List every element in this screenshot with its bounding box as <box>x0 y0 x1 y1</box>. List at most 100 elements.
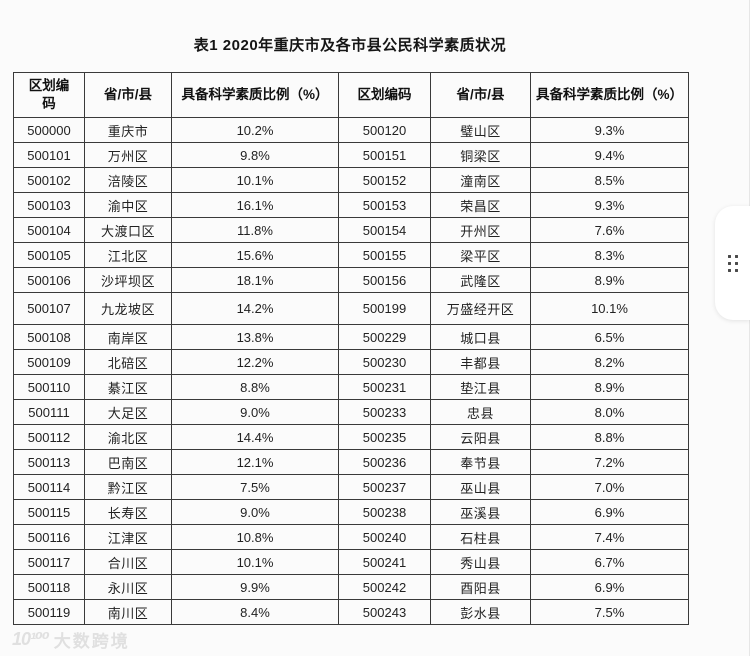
percentage-cell: 8.9% <box>530 267 689 293</box>
division-code-cell: 500229 <box>338 324 431 350</box>
percentage-cell: 8.5% <box>530 167 689 193</box>
region-name-cell: 永川区 <box>84 574 172 600</box>
watermark-logo-icon: 10¹⁰⁰ <box>12 629 50 649</box>
region-name-cell: 铜梁区 <box>430 142 531 168</box>
table-row: 500000 重庆市 10.2% 500120 璧山区 9.3% <box>13 117 689 143</box>
col-header-division-code-left: 区划编 码 <box>13 72 85 118</box>
percentage-cell: 9.3% <box>530 192 689 218</box>
percentage-cell: 7.5% <box>171 474 339 500</box>
table-row: 500113 巴南区 12.1% 500236 奉节县 7.2% <box>13 449 689 475</box>
region-name-cell: 垫江县 <box>430 374 531 400</box>
division-code-cell: 500152 <box>338 167 431 193</box>
percentage-cell: 8.9% <box>530 374 689 400</box>
region-name-cell: 万盛经开区 <box>430 292 531 325</box>
region-name-cell: 武隆区 <box>430 267 531 293</box>
percentage-cell: 7.4% <box>530 524 689 550</box>
division-code-cell: 500102 <box>13 167 85 193</box>
division-code-cell: 500119 <box>13 599 85 625</box>
region-name-cell: 忠县 <box>430 399 531 425</box>
division-code-cell: 500243 <box>338 599 431 625</box>
table-row: 500106 沙坪坝区 18.1% 500156 武隆区 8.9% <box>13 267 689 293</box>
region-name-cell: 开州区 <box>430 217 531 243</box>
division-code-cell: 500103 <box>13 192 85 218</box>
division-code-cell: 500155 <box>338 242 431 268</box>
header-row: 区划编 码 省/市/县 具备科学素质比例（%） 区划编码 省/市/县 具备科学素… <box>13 72 689 118</box>
region-name-cell: 万州区 <box>84 142 172 168</box>
division-code-cell: 500108 <box>13 324 85 350</box>
region-name-cell: 荣昌区 <box>430 192 531 218</box>
region-name-cell: 九龙坡区 <box>84 292 172 325</box>
percentage-cell: 6.9% <box>530 574 689 600</box>
watermark: 10¹⁰⁰ 大数跨境 <box>12 627 130 652</box>
table-row: 500109 北碚区 12.2% 500230 丰都县 8.2% <box>13 349 689 375</box>
division-code-cell: 500111 <box>13 399 85 425</box>
region-name-cell: 大足区 <box>84 399 172 425</box>
division-code-cell: 500241 <box>338 549 431 575</box>
division-code-cell: 500235 <box>338 424 431 450</box>
table-row: 500117 合川区 10.1% 500241 秀山县 6.7% <box>13 549 689 575</box>
region-name-cell: 黔江区 <box>84 474 172 500</box>
region-name-cell: 丰都县 <box>430 349 531 375</box>
percentage-cell: 7.0% <box>530 474 689 500</box>
percentage-cell: 8.0% <box>530 399 689 425</box>
division-code-cell: 500112 <box>13 424 85 450</box>
percentage-cell: 6.5% <box>530 324 689 350</box>
division-code-cell: 500240 <box>338 524 431 550</box>
percentage-cell: 13.8% <box>171 324 339 350</box>
percentage-cell: 9.0% <box>171 499 339 525</box>
col-header-region-left: 省/市/县 <box>84 72 172 118</box>
table-row: 500104 大渡口区 11.8% 500154 开州区 7.6% <box>13 217 689 243</box>
region-name-cell: 秀山县 <box>430 549 531 575</box>
division-code-cell: 500000 <box>13 117 85 143</box>
table-row: 500101 万州区 9.8% 500151 铜梁区 9.4% <box>13 142 689 168</box>
division-code-cell: 500109 <box>13 349 85 375</box>
page-title: 表1 2020年重庆市及各市县公民科学素质状况 <box>193 37 507 54</box>
region-name-cell: 巫溪县 <box>430 499 531 525</box>
region-name-cell: 巴南区 <box>84 449 172 475</box>
table-row: 500103 渝中区 16.1% 500153 荣昌区 9.3% <box>13 192 689 218</box>
division-code-cell: 500236 <box>338 449 431 475</box>
division-code-cell: 500115 <box>13 499 85 525</box>
region-name-cell: 北碚区 <box>84 349 172 375</box>
division-code-cell: 500156 <box>338 267 431 293</box>
division-code-cell: 500238 <box>338 499 431 525</box>
region-name-cell: 潼南区 <box>430 167 531 193</box>
col-header-literacy-pct-right: 具备科学素质比例（%） <box>530 72 689 118</box>
percentage-cell: 9.9% <box>171 574 339 600</box>
region-name-cell: 重庆市 <box>84 117 172 143</box>
region-name-cell: 渝北区 <box>84 424 172 450</box>
col-header-literacy-pct-left: 具备科学素质比例（%） <box>171 72 339 118</box>
percentage-cell: 11.8% <box>171 217 339 243</box>
percentage-cell: 12.2% <box>171 349 339 375</box>
table-row: 500107 九龙坡区 14.2% 500199 万盛经开区 10.1% <box>13 292 689 325</box>
percentage-cell: 8.3% <box>530 242 689 268</box>
percentage-cell: 14.2% <box>171 292 339 325</box>
drag-dots-icon <box>727 254 738 272</box>
division-code-cell: 500231 <box>338 374 431 400</box>
percentage-cell: 15.6% <box>171 242 339 268</box>
table-row: 500119 南川区 8.4% 500243 彭水县 7.5% <box>13 599 689 625</box>
watermark-text: 大数跨境 <box>53 632 130 651</box>
table-row: 500108 南岸区 13.8% 500229 城口县 6.5% <box>13 324 689 350</box>
floating-widget-handle[interactable] <box>715 206 750 320</box>
division-code-cell: 500199 <box>338 292 431 325</box>
percentage-cell: 10.1% <box>171 167 339 193</box>
division-code-cell: 500230 <box>338 349 431 375</box>
division-code-cell: 500114 <box>13 474 85 500</box>
region-name-cell: 梁平区 <box>430 242 531 268</box>
division-code-cell: 500237 <box>338 474 431 500</box>
region-name-cell: 南川区 <box>84 599 172 625</box>
region-name-cell: 大渡口区 <box>84 217 172 243</box>
percentage-cell: 10.8% <box>171 524 339 550</box>
region-name-cell: 渝中区 <box>84 192 172 218</box>
table-row: 500111 大足区 9.0% 500233 忠县 8.0% <box>13 399 689 425</box>
region-name-cell: 巫山县 <box>430 474 531 500</box>
percentage-cell: 9.4% <box>530 142 689 168</box>
region-name-cell: 合川区 <box>84 549 172 575</box>
division-code-cell: 500120 <box>338 117 431 143</box>
region-name-cell: 南岸区 <box>84 324 172 350</box>
table-row: 500114 黔江区 7.5% 500237 巫山县 7.0% <box>13 474 689 500</box>
region-name-cell: 城口县 <box>430 324 531 350</box>
percentage-cell: 8.8% <box>530 424 689 450</box>
division-code-cell: 500233 <box>338 399 431 425</box>
